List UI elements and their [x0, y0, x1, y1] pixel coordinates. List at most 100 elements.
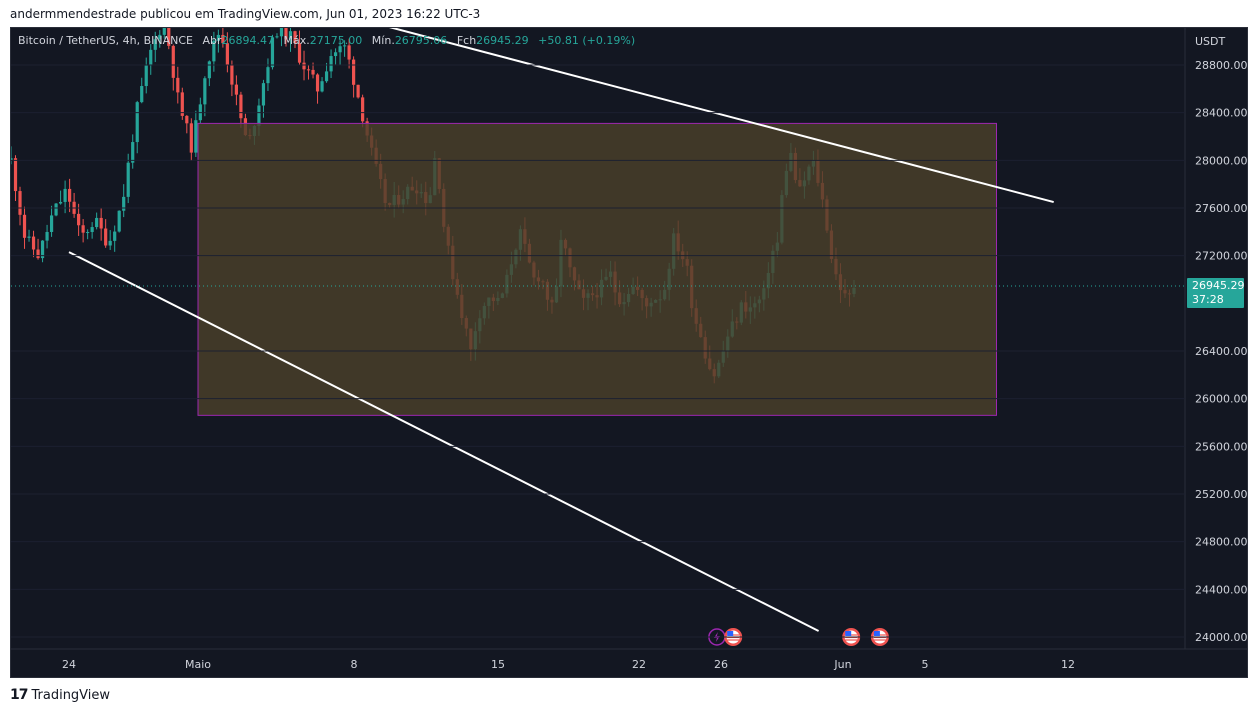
price-axis: USDT 28800.00 28400.00 28000.00 27600.00 272… [11, 28, 1247, 649]
candle-body [153, 39, 157, 50]
open-label: Abr [202, 34, 222, 47]
candle-body [293, 31, 297, 44]
candle-body [194, 120, 198, 153]
y-tick-label: 25600.00 [1195, 440, 1247, 453]
high-value: 27175.00 [309, 34, 363, 47]
y-tick-label: 24000.00 [1195, 631, 1247, 644]
candle-body [356, 84, 360, 98]
candle-body [234, 84, 239, 95]
x-tick-label: 12 [1061, 658, 1075, 671]
last-price-value: 26945.29 [1192, 279, 1245, 292]
candle-body [36, 249, 40, 259]
candle-body [279, 28, 284, 37]
candle-body [135, 102, 139, 143]
candle-body [99, 217, 103, 229]
candle-body [63, 188, 67, 202]
candle-body [239, 94, 243, 119]
candle-body [140, 86, 144, 103]
candle-body [212, 40, 216, 62]
candle-body [216, 34, 220, 41]
y-tick-label: 24800.00 [1195, 536, 1247, 549]
x-tick-label: 26 [714, 658, 728, 671]
low-label: Mín. [371, 34, 395, 47]
candle-body [131, 142, 135, 163]
candle-body [45, 231, 49, 241]
candle-body [40, 240, 45, 259]
x-tick-label: 8 [351, 658, 358, 671]
candle-body [275, 36, 279, 38]
x-tick-label: 5 [922, 658, 929, 671]
candle-body [284, 28, 288, 40]
candle-body [54, 203, 58, 216]
candle-body [230, 65, 234, 85]
candle-body [225, 43, 229, 66]
candle-body [302, 62, 306, 70]
y-tick-label: 27200.00 [1195, 250, 1247, 263]
x-tick-label: 22 [632, 658, 646, 671]
y-tick-label: 26000.00 [1195, 393, 1247, 406]
candle-body [333, 52, 338, 57]
candle-body [180, 92, 184, 116]
tradingview-logo-icon: 17 [10, 687, 29, 703]
candle-body [49, 215, 54, 232]
y-tick-label: 28800.00 [1195, 59, 1247, 72]
symbol-name[interactable]: Bitcoin / TetherUS, 4h, BINANCE [18, 34, 194, 47]
y-tick-label: 28000.00 [1195, 154, 1247, 167]
footer-brand[interactable]: 17 TradingView [10, 687, 110, 703]
change-value: +50.81 (+0.19%) [538, 34, 636, 47]
candle-body [22, 214, 27, 238]
candle-body [338, 46, 342, 53]
candle-body [167, 28, 171, 46]
candle-body [117, 210, 121, 232]
chart-frame[interactable]: USDT 28800.00 28400.00 28000.00 27600.00 272… [10, 27, 1248, 678]
candle-body [77, 213, 81, 226]
candle-body [342, 45, 347, 47]
candle-body [68, 188, 72, 202]
flag-canton [727, 631, 734, 636]
candle-body [315, 74, 320, 92]
y-tick-label: 27600.00 [1195, 202, 1247, 215]
candle-body [122, 196, 126, 211]
candle-body [347, 45, 351, 60]
candle-body [108, 240, 112, 246]
candle-body [324, 71, 329, 82]
candle-body [171, 45, 175, 78]
candle-body [13, 158, 18, 192]
trendline [389, 28, 1054, 204]
candle-body [261, 83, 266, 106]
candle-body [149, 49, 153, 66]
trendline [68, 251, 820, 632]
candle-body [81, 225, 85, 233]
candle-body [86, 232, 90, 234]
symbol-legend: Bitcoin / TetherUS, 4h, BINANCE Abr26894… [18, 34, 635, 47]
candle-body [203, 78, 207, 105]
candle-body [270, 37, 275, 68]
candle-body [207, 61, 211, 79]
candle-body [320, 81, 324, 92]
bar-countdown: 37:28 [1192, 293, 1224, 306]
time-axis: 24 Maio 8 15 22 26 Jun 5 12 [11, 648, 1247, 671]
candlestick-chart[interactable]: USDT 28800.00 28400.00 28000.00 27600.00 272… [11, 28, 1247, 677]
candle-body [90, 227, 94, 233]
publish-header: andermmendestrade publicou em TradingVie… [10, 7, 481, 21]
trendlines-layer [68, 28, 1054, 632]
currency-label: USDT [1195, 35, 1226, 48]
candle-body [329, 56, 333, 72]
open-value: 26894.47 [221, 34, 275, 47]
candle-body [126, 162, 130, 197]
candle-body [162, 28, 166, 35]
candle-body [95, 217, 99, 228]
candle-body [352, 59, 356, 85]
close-value: 26945.29 [476, 34, 529, 47]
y-tick-label: 26400.00 [1195, 345, 1247, 358]
close-label: Fch [456, 34, 477, 47]
candle-body [221, 34, 225, 44]
candle-body [257, 105, 261, 126]
x-tick-label: Jun [833, 658, 851, 671]
flag-canton [873, 631, 880, 636]
y-tick-label: 28400.00 [1195, 107, 1247, 120]
candle-body [311, 69, 315, 75]
candle-body [158, 34, 162, 40]
x-tick-label: Maio [185, 658, 211, 671]
candle-body [104, 228, 108, 246]
